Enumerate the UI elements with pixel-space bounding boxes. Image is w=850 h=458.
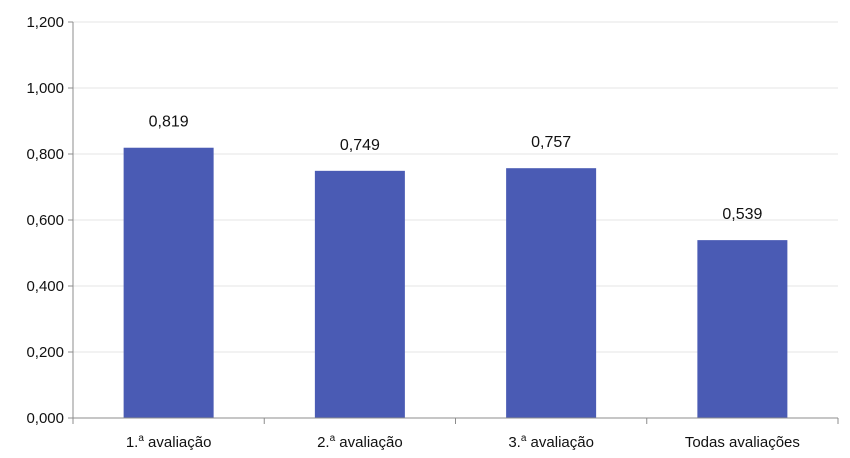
y-tick-label: 0,000 <box>26 410 64 427</box>
y-tick-label: 1,000 <box>26 80 64 97</box>
x-tick-label: Todas avaliações <box>685 434 800 451</box>
data-label: 0,819 <box>149 114 189 131</box>
data-label: 0,539 <box>722 206 762 223</box>
bar <box>123 147 214 419</box>
y-tick-label: 0,400 <box>26 278 64 295</box>
x-tick-label: 3.a avaliação <box>508 433 594 451</box>
x-tick-label: 1.a avaliação <box>126 433 212 451</box>
bar <box>697 240 788 418</box>
y-tick-label: 0,800 <box>26 146 64 163</box>
bar <box>314 170 405 418</box>
bar <box>506 168 597 418</box>
x-tick-labels: 1.a avaliação 2.a avaliação 3.a avaliação T… <box>126 433 800 451</box>
x-tick-label: 2.a avaliação <box>317 433 403 451</box>
data-label: 0,757 <box>531 134 571 151</box>
y-tick-label: 0,600 <box>26 212 64 229</box>
axes <box>68 21 839 424</box>
y-tick-label: 0,200 <box>26 344 64 361</box>
data-labels: 0,819 0,749 0,757 0,539 <box>149 114 763 223</box>
data-label: 0,749 <box>340 137 380 154</box>
y-tick-labels: 0,000 0,200 0,400 0,600 0,800 1,000 1,200 <box>26 14 64 427</box>
bars <box>123 147 788 419</box>
y-tick-label: 1,200 <box>26 14 64 31</box>
